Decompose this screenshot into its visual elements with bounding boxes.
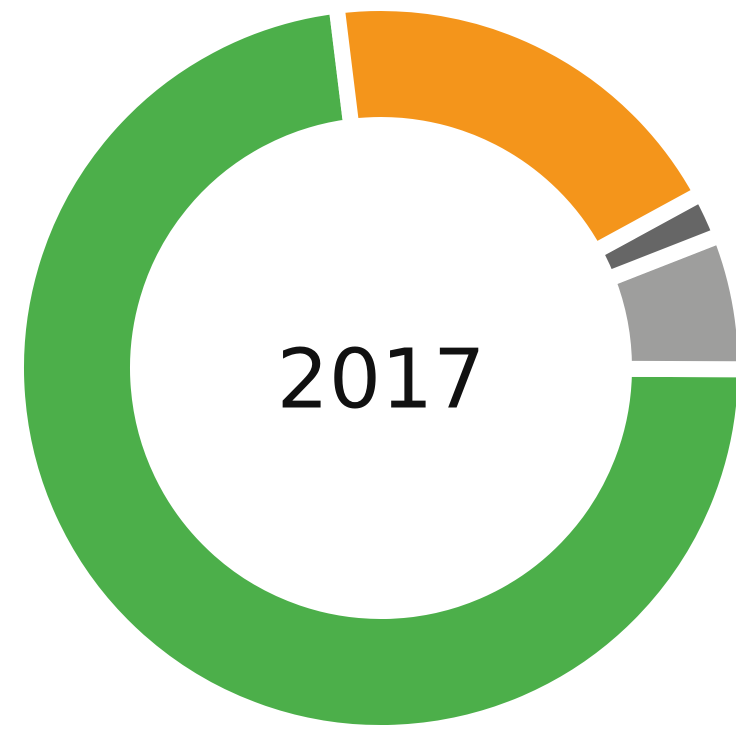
center-label: 2017 xyxy=(277,332,486,427)
donut-slice xyxy=(327,0,713,263)
donut-slice xyxy=(8,0,736,733)
